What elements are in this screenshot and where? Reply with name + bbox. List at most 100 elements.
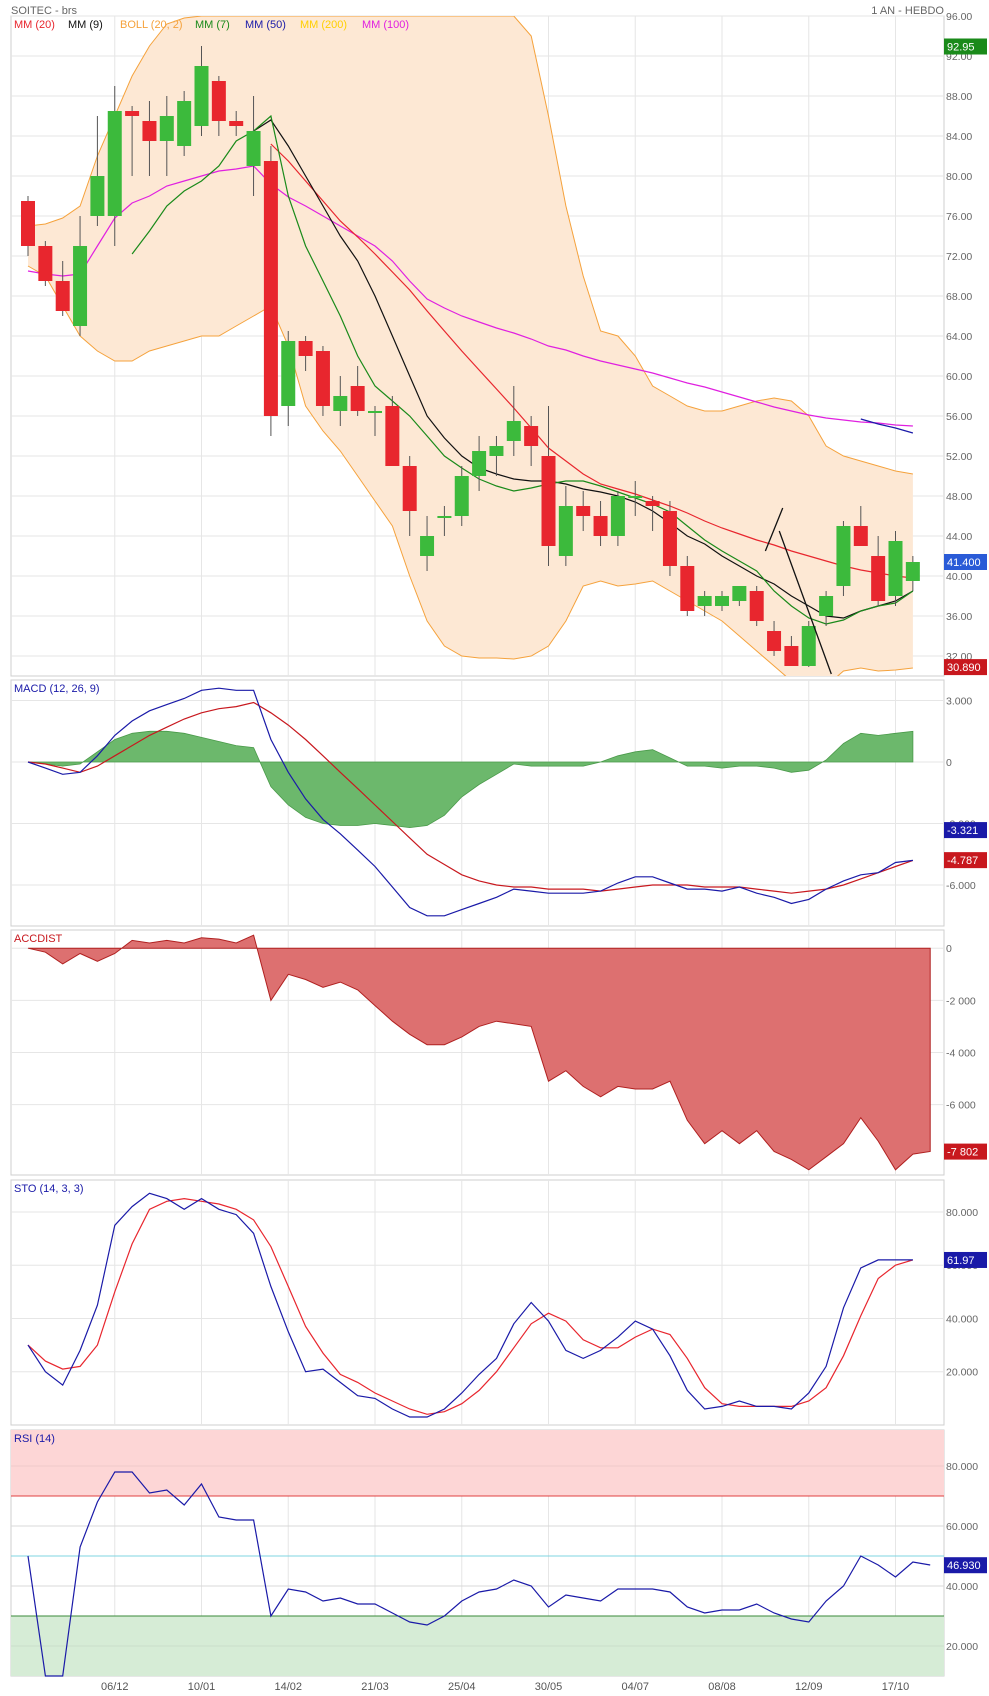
x-tick-label: 04/07 bbox=[621, 1681, 649, 1693]
x-tick-label: 06/12 bbox=[101, 1681, 129, 1693]
candle-body bbox=[437, 516, 452, 518]
candle-body bbox=[593, 516, 608, 536]
price-y-tick-label: 36.00 bbox=[946, 611, 972, 623]
price-value-tag-label: 41.400 bbox=[947, 557, 981, 569]
price-value-tag bbox=[944, 38, 987, 55]
sto-title: STO (14, 3, 3) bbox=[14, 1183, 84, 1195]
mm9-line bbox=[253, 119, 914, 619]
candle-body bbox=[420, 536, 435, 556]
rsi-y-tick-label: 20.000 bbox=[946, 1641, 978, 1653]
sto-y-tick-label: 20.000 bbox=[946, 1367, 978, 1379]
legend-entry: BOLL (20, 2) bbox=[120, 19, 183, 31]
candle-body bbox=[697, 596, 712, 606]
legend-entry: MM (50) bbox=[245, 19, 286, 31]
macd-signal-line bbox=[27, 701, 914, 894]
sto-k-line bbox=[27, 1192, 913, 1418]
rsi-y-tick-label: 60.000 bbox=[946, 1521, 978, 1533]
x-tick-label: 17/10 bbox=[882, 1681, 910, 1693]
candle-body bbox=[281, 341, 296, 406]
candle-body bbox=[610, 496, 625, 536]
candle-body bbox=[385, 406, 400, 466]
x-tick-label: 10/01 bbox=[188, 1681, 216, 1693]
candle-body bbox=[506, 421, 521, 441]
price-y-tick-label: 68.00 bbox=[946, 291, 972, 303]
candle-body bbox=[263, 161, 278, 416]
candle-body bbox=[472, 451, 487, 476]
mm20-line bbox=[270, 143, 913, 579]
price-y-tick-label: 84.00 bbox=[946, 131, 972, 143]
candle-body bbox=[142, 121, 157, 141]
price-y-tick-label: 80.00 bbox=[946, 171, 972, 183]
macd-title: MACD (12, 26, 9) bbox=[14, 683, 100, 695]
rsi-line bbox=[27, 1471, 931, 1677]
candle-body bbox=[541, 456, 556, 546]
sto-y-tick-label: 40.000 bbox=[946, 1313, 978, 1325]
candle-body bbox=[90, 176, 105, 216]
price-panel: 32.0036.0040.0044.0048.0052.0056.0060.00… bbox=[10, 11, 987, 677]
candle-body bbox=[888, 541, 903, 596]
candle-body bbox=[871, 556, 886, 601]
mm100-line bbox=[27, 165, 913, 427]
rsi-overbought-zone bbox=[11, 1430, 944, 1496]
legend-entry: MM (20) bbox=[14, 19, 55, 31]
sto-value-tag bbox=[944, 1251, 987, 1268]
price-y-tick-label: 76.00 bbox=[946, 211, 972, 223]
candle-body bbox=[558, 506, 573, 556]
candle-body bbox=[246, 131, 261, 166]
macd-value-tag-label: -4.787 bbox=[947, 855, 978, 867]
candle-body bbox=[55, 281, 70, 311]
price-y-tick-label: 64.00 bbox=[946, 331, 972, 343]
bollinger-band-fill bbox=[28, 16, 913, 676]
sto-y-tick-label: 80.000 bbox=[946, 1207, 978, 1219]
macd-line bbox=[27, 687, 913, 917]
price-y-tick-label: 88.00 bbox=[946, 91, 972, 103]
accdist-y-tick-label: 0 bbox=[946, 943, 952, 955]
candle-body bbox=[211, 81, 226, 121]
candle-body bbox=[732, 586, 747, 601]
macd-value-tag-label: -3.321 bbox=[947, 825, 978, 837]
candle-body bbox=[680, 566, 695, 611]
x-tick-label: 21/03 bbox=[361, 1681, 389, 1693]
candle-body bbox=[333, 396, 348, 411]
candle-body bbox=[21, 201, 35, 246]
bollinger-lower-line bbox=[27, 265, 913, 676]
price-y-tick-label: 56.00 bbox=[946, 411, 972, 423]
x-tick-label: 25/04 bbox=[448, 1681, 476, 1693]
rsi-value-tag bbox=[944, 1557, 987, 1574]
chart-panels: 32.0036.0040.0044.0048.0052.0056.0060.00… bbox=[10, 11, 987, 1693]
candle-body bbox=[454, 476, 469, 516]
price-y-tick-label: 72.00 bbox=[946, 251, 972, 263]
price-value-tag bbox=[944, 554, 987, 570]
mm7-line bbox=[131, 114, 914, 625]
rsi-oversold-zone bbox=[11, 1616, 944, 1676]
trendline bbox=[778, 530, 832, 675]
legend-entry: MM (200) bbox=[300, 19, 347, 31]
candle-body bbox=[715, 596, 729, 606]
price-plot bbox=[21, 16, 920, 676]
legend-entry: MM (9) bbox=[68, 19, 103, 31]
chart-title: SOITEC - brs bbox=[11, 5, 78, 17]
candle-body bbox=[576, 506, 591, 516]
price-y-tick-label: 60.00 bbox=[946, 371, 972, 383]
candle-body bbox=[73, 246, 88, 326]
timeframe-label: 1 AN - HEBDO bbox=[871, 5, 944, 17]
price-y-tick-label: 44.00 bbox=[946, 531, 972, 543]
accdist-y-tick-label: -6 000 bbox=[946, 1100, 976, 1112]
candle-body bbox=[159, 116, 174, 141]
macd-frame bbox=[10, 679, 945, 927]
candle-body bbox=[298, 341, 313, 356]
candle-body bbox=[662, 511, 677, 566]
price-value-tag bbox=[944, 659, 987, 676]
price-value-tag-label: 92.95 bbox=[947, 42, 975, 54]
x-tick-label: 14/02 bbox=[274, 1681, 302, 1693]
price-y-tick-label: 48.00 bbox=[946, 491, 972, 503]
candle-body bbox=[853, 526, 868, 546]
bollinger-upper-line bbox=[27, 16, 913, 475]
accdist-value-tag bbox=[944, 1143, 987, 1160]
x-tick-label: 12/09 bbox=[795, 1681, 823, 1693]
candle-body bbox=[819, 596, 834, 616]
sto-value-tag-label: 61.97 bbox=[947, 1255, 975, 1267]
macd-value-tag bbox=[944, 822, 987, 839]
